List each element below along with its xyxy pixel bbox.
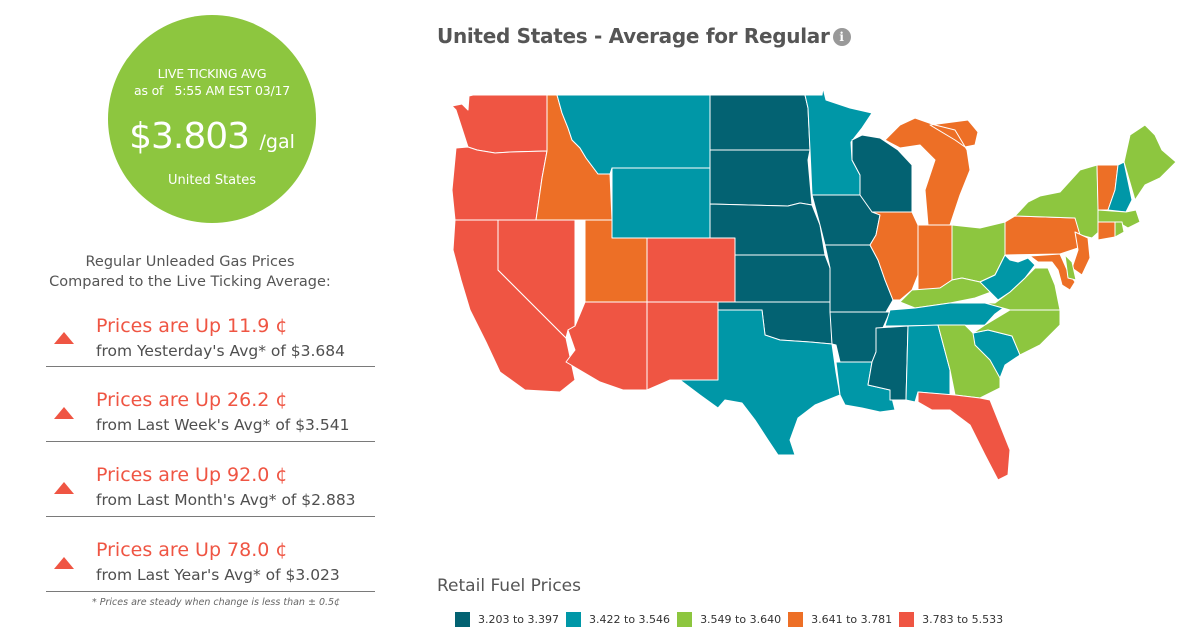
price-change-last-week: Prices are Up 26.2 ¢ from Last Week's Av… — [46, 367, 375, 442]
state-PA[interactable] — [1004, 215, 1081, 256]
price-legend: 3.203 to 3.397 3.422 to 3.546 3.549 to 3… — [455, 612, 1010, 627]
legend-item: 3.203 to 3.397 — [455, 612, 559, 627]
map-title-text: United States - Average for Regular — [437, 24, 830, 48]
legend-label: 3.783 to 5.533 — [922, 613, 1004, 626]
change-headline: Prices are Up 78.0 ¢ — [96, 539, 288, 561]
price-change-last-month: Prices are Up 92.0 ¢ from Last Month's A… — [46, 442, 375, 517]
state-MD[interactable] — [1029, 253, 1076, 291]
state-NE[interactable] — [709, 202, 826, 256]
up-arrow-icon — [54, 482, 74, 494]
live-price: $3.803 /gal — [108, 115, 316, 164]
legend-swatch — [788, 612, 804, 627]
change-headline: Prices are Up 11.9 ¢ — [96, 315, 288, 337]
state-AZ[interactable] — [565, 301, 648, 391]
price-value: $3.803 — [129, 116, 250, 157]
change-detail: from Last Month's Avg* of $2.883 — [96, 491, 356, 509]
price-unit: /gal — [259, 131, 295, 153]
legend-label: 3.422 to 3.546 — [589, 613, 671, 626]
left-panel: LIVE TICKING AVG as of 5:55 AM EST 03/17… — [0, 0, 420, 640]
price-change-last-year: Prices are Up 78.0 ¢ from Last Year's Av… — [46, 517, 375, 592]
state-DE[interactable] — [1064, 254, 1077, 281]
legend-label: 3.203 to 3.397 — [478, 613, 560, 626]
state-WY[interactable] — [611, 167, 711, 239]
live-average-badge: LIVE TICKING AVG as of 5:55 AM EST 03/17… — [108, 15, 316, 223]
legend-item: 3.783 to 5.533 — [899, 612, 1003, 627]
state-MN[interactable] — [804, 87, 873, 196]
price-change-list: Prices are Up 11.9 ¢ from Yesterday's Av… — [46, 310, 376, 592]
up-arrow-icon — [54, 407, 74, 419]
region-label: United States — [167, 173, 257, 188]
map-title: United States - Average for Regular i — [437, 24, 851, 48]
state-TN[interactable] — [884, 302, 1011, 327]
as-of-timestamp: as of 5:55 AM EST 03/17 — [134, 83, 290, 98]
state-WA[interactable] — [451, 94, 548, 154]
state-SD[interactable] — [709, 149, 813, 207]
state-ND[interactable] — [709, 94, 811, 151]
state-FL[interactable] — [917, 391, 1011, 481]
live-label: LIVE TICKING AVG as of 5:55 AM EST 03/17 — [108, 65, 316, 99]
state-CO[interactable] — [646, 237, 736, 303]
legend-swatch — [677, 612, 693, 627]
compare-heading: Regular Unleaded Gas Prices Compared to … — [30, 252, 350, 292]
change-headline: Prices are Up 92.0 ¢ — [96, 464, 288, 486]
state-GA[interactable] — [937, 324, 1001, 399]
state-ME[interactable] — [1123, 124, 1177, 201]
state-WV[interactable] — [979, 254, 1036, 301]
legend-label: 3.641 to 3.781 — [811, 613, 893, 626]
state-MI[interactable] — [884, 117, 979, 226]
state-NM[interactable] — [646, 301, 719, 391]
legend-item: 3.641 to 3.781 — [788, 612, 892, 627]
change-detail: from Last Week's Avg* of $3.541 — [96, 416, 350, 434]
legend-title: Retail Fuel Prices — [437, 576, 581, 596]
compare-heading-line1: Regular Unleaded Gas Prices — [85, 254, 295, 270]
state-TX[interactable] — [679, 309, 841, 456]
legend-item: 3.549 to 3.640 — [677, 612, 781, 627]
us-price-map — [420, 80, 1194, 500]
steady-price-footnote: * Prices are steady when change is less … — [92, 597, 341, 608]
legend-swatch — [566, 612, 582, 627]
price-change-yesterday: Prices are Up 11.9 ¢ from Yesterday's Av… — [46, 310, 375, 367]
change-headline: Prices are Up 26.2 ¢ — [96, 389, 288, 411]
up-arrow-icon — [54, 332, 74, 344]
state-RI[interactable] — [1114, 221, 1125, 238]
legend-label: 3.549 to 3.640 — [700, 613, 782, 626]
change-detail: from Last Year's Avg* of $3.023 — [96, 566, 340, 584]
legend-swatch — [899, 612, 915, 627]
legend-swatch — [455, 612, 470, 627]
state-OR[interactable] — [451, 146, 548, 221]
state-CT[interactable] — [1097, 221, 1116, 241]
compare-heading-line2: Compared to the Live Ticking Average: — [49, 274, 331, 290]
up-arrow-icon — [54, 557, 74, 569]
state-KS[interactable] — [734, 254, 831, 303]
state-NJ[interactable] — [1071, 231, 1091, 276]
info-icon[interactable]: i — [832, 28, 851, 46]
legend-item: 3.422 to 3.546 — [566, 612, 670, 627]
change-detail: from Yesterday's Avg* of $3.684 — [96, 342, 345, 360]
live-ticking-label: LIVE TICKING AVG — [157, 66, 267, 81]
state-IN[interactable] — [917, 224, 953, 293]
